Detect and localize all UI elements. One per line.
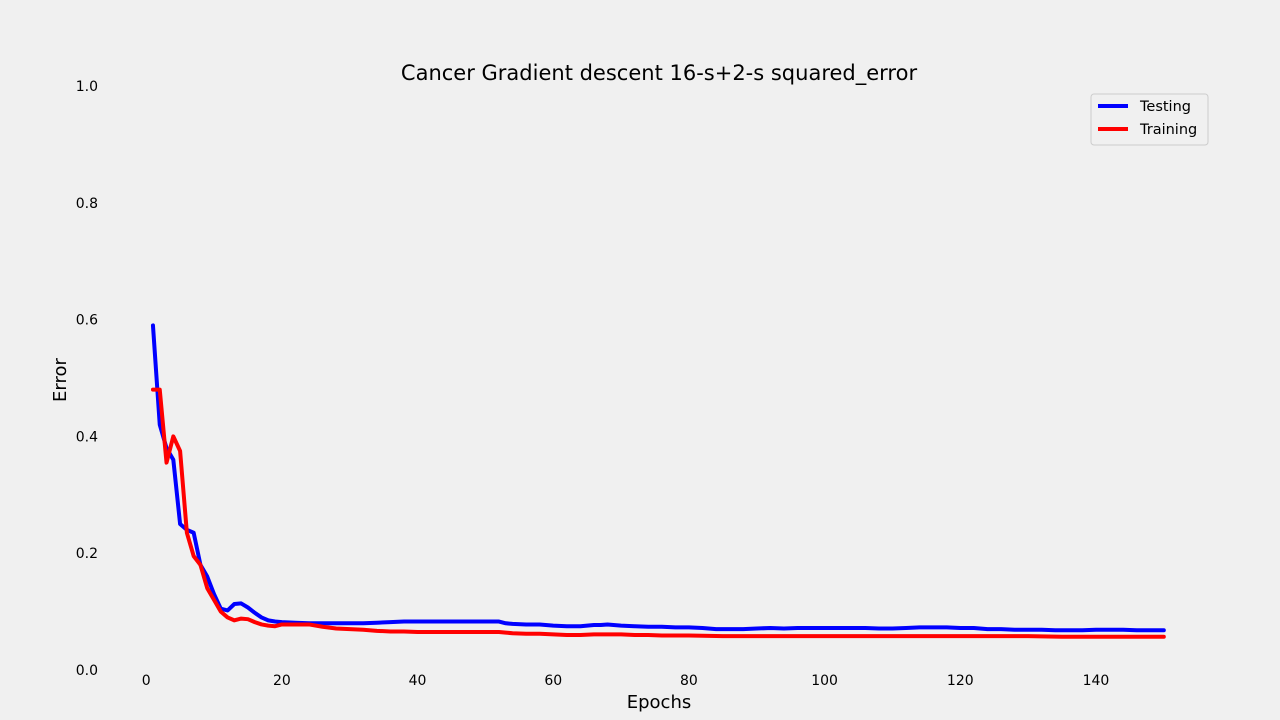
legend-label-training: Training bbox=[1139, 122, 1197, 138]
x-tick-label: 20 bbox=[273, 673, 291, 689]
series-lines bbox=[150, 323, 1166, 639]
x-tick-label: 0 bbox=[142, 673, 151, 689]
x-axis-ticks: 0 20 40 60 80 100 120 140 bbox=[142, 673, 1110, 689]
x-axis-label: Epochs bbox=[627, 692, 692, 713]
x-tick-label: 80 bbox=[680, 673, 698, 689]
y-tick-label: 0.2 bbox=[76, 546, 98, 562]
x-tick-label: 60 bbox=[544, 673, 562, 689]
y-tick-label: 0.8 bbox=[76, 196, 98, 212]
y-tick-label: 0.4 bbox=[76, 429, 98, 445]
chart-title: Cancer Gradient descent 16-s+2-s squared… bbox=[401, 61, 918, 86]
y-tick-label: 0.0 bbox=[76, 663, 98, 679]
x-tick-label: 140 bbox=[1083, 673, 1110, 689]
legend-label-testing: Testing bbox=[1139, 99, 1191, 115]
series-line-training bbox=[150, 387, 1166, 639]
x-tick-label: 120 bbox=[947, 673, 974, 689]
series-line-testing bbox=[150, 323, 1166, 633]
y-tick-label: 0.6 bbox=[76, 313, 98, 329]
x-tick-label: 100 bbox=[811, 673, 838, 689]
legend: Testing Training bbox=[1090, 93, 1209, 146]
x-tick-label: 40 bbox=[409, 673, 427, 689]
y-tick-label: 1.0 bbox=[76, 79, 98, 95]
y-axis-ticks: 0.0 0.2 0.4 0.6 0.8 1.0 bbox=[76, 79, 98, 679]
y-axis-label: Error bbox=[50, 357, 71, 401]
